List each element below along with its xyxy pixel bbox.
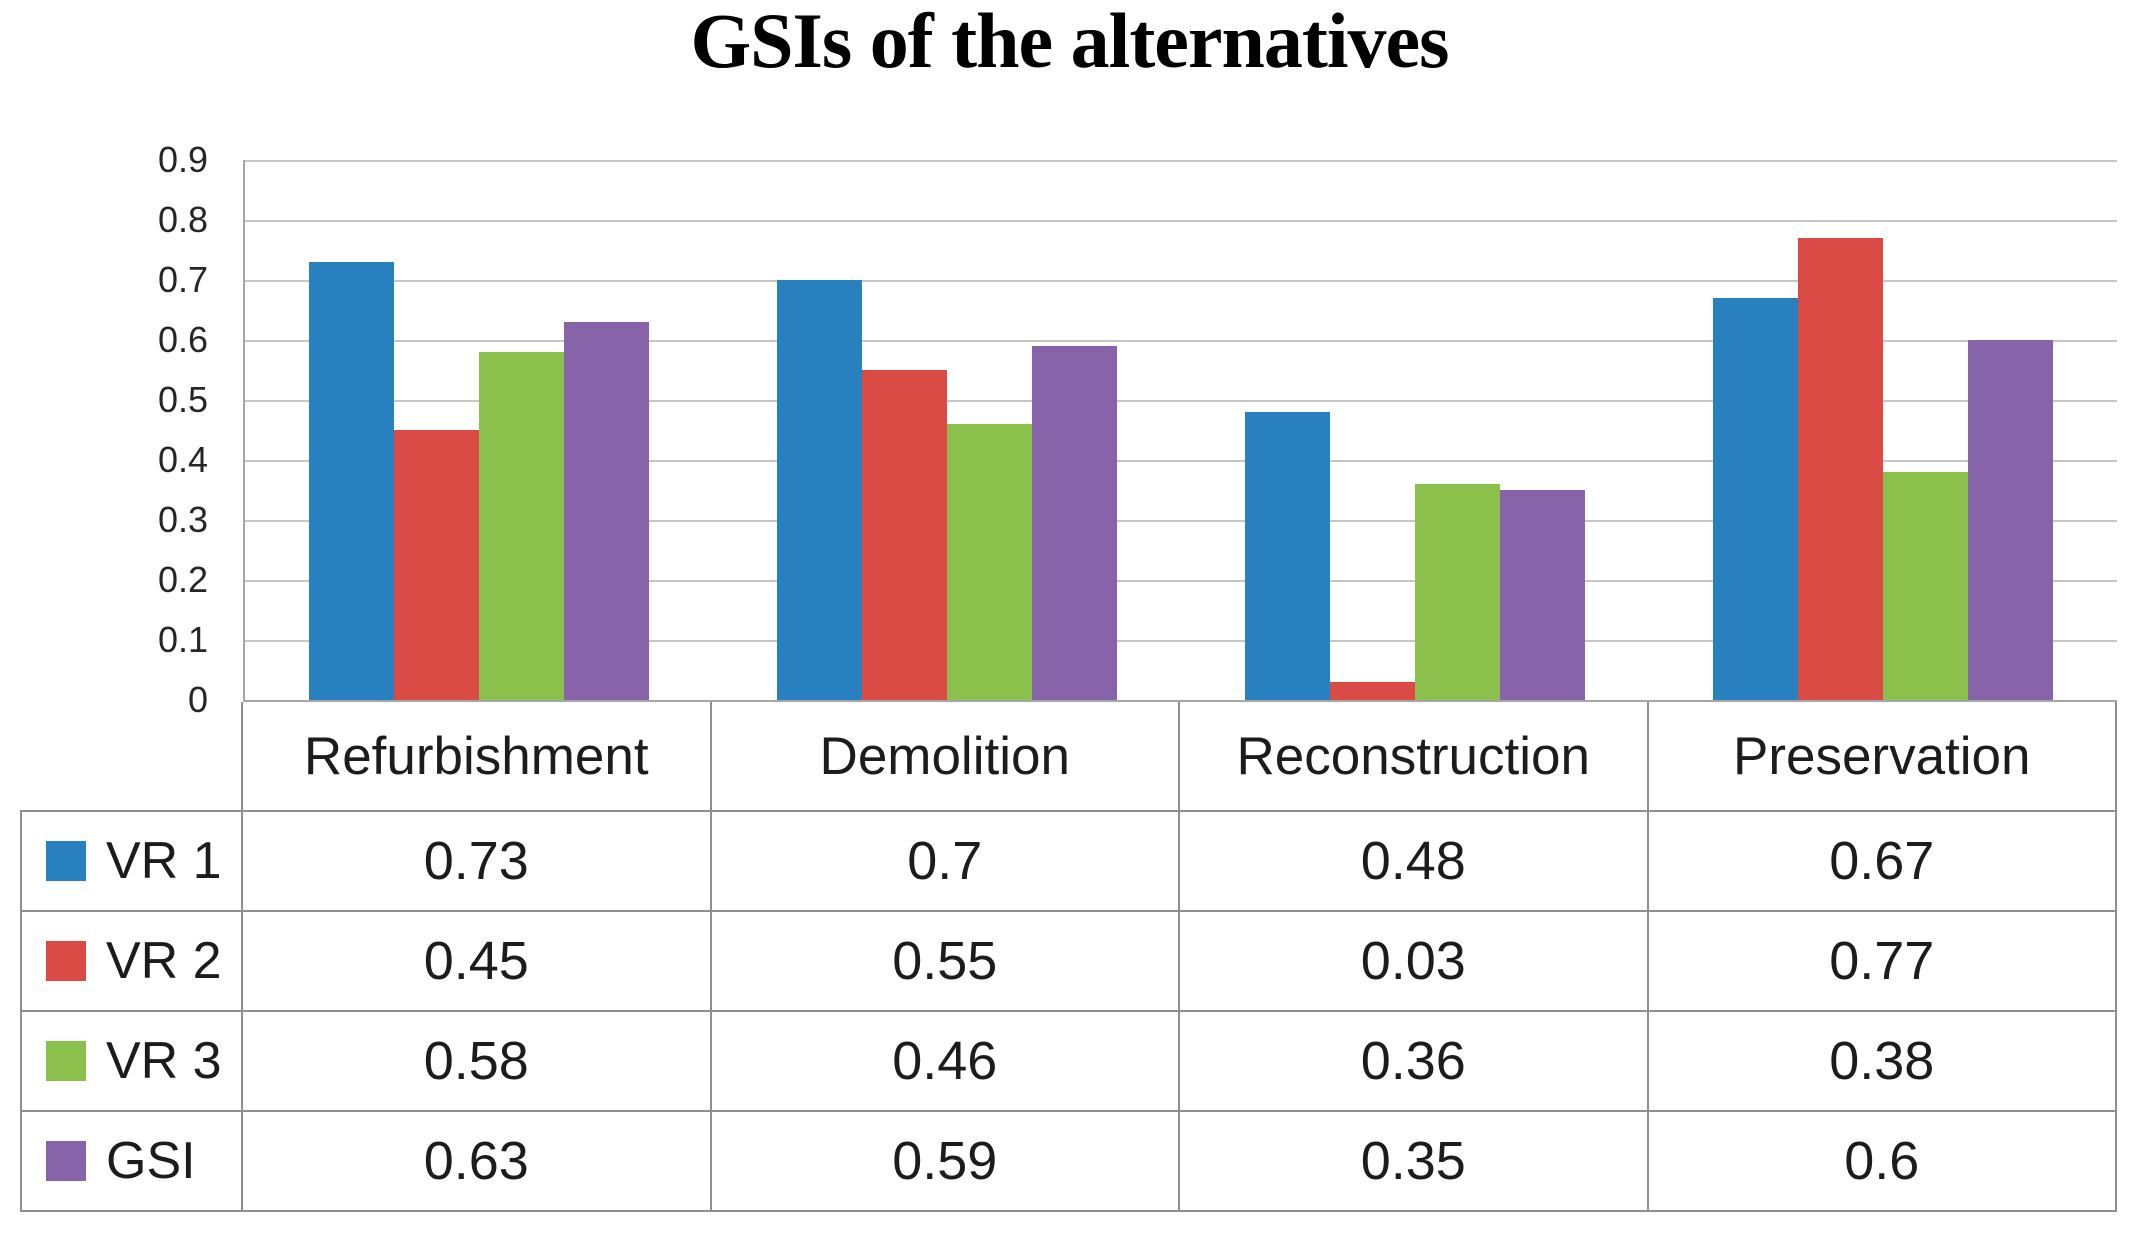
y-tick-label: 0.4	[157, 439, 208, 480]
bar-vr-3-demolition	[947, 424, 1032, 700]
value-cell-vr-1-refurbishment: 0.73	[243, 812, 712, 912]
bar-gsi-reconstruction	[1500, 490, 1585, 700]
value-cell-vr-1-reconstruction: 0.48	[1180, 812, 1649, 912]
series-name: VR 2	[106, 932, 222, 990]
value-cell-vr-2-preservation: 0.77	[1648, 912, 2117, 1012]
y-tick-label: 0.5	[157, 379, 208, 420]
series-label-gsi: GSI	[20, 1112, 243, 1212]
bar-vr-1-demolition	[777, 280, 862, 700]
value-cell-vr-2-reconstruction: 0.03	[1180, 912, 1649, 1012]
bar-gsi-demolition	[1032, 346, 1117, 700]
gridline	[245, 520, 2117, 523]
gridline	[245, 580, 2117, 583]
series-label-vr-1: VR 1	[20, 812, 243, 912]
data-table: Refurbishment Demolition Reconstruction Pre…	[20, 702, 2117, 1212]
gridline	[245, 400, 2117, 402]
value-cell-gsi-refurbishment: 0.63	[243, 1112, 712, 1212]
value-cell-vr-1-preservation: 0.67	[1648, 812, 2117, 912]
gridline	[245, 220, 2117, 223]
series-label-vr-3: VR 3	[20, 1012, 243, 1112]
bar-vr-2-preservation	[1798, 238, 1883, 700]
y-tick-label: 0	[187, 679, 208, 720]
gridline	[245, 280, 2117, 282]
gridline	[245, 460, 2117, 463]
value-cell-vr-3-reconstruction: 0.36	[1180, 1012, 1649, 1112]
category-header-refurbishment: Refurbishment	[243, 702, 712, 812]
chart-title: GSIs of the alternatives	[690, 0, 1449, 84]
series-name: VR 3	[106, 1032, 222, 1090]
bar-group-reconstruction	[1181, 160, 1649, 700]
bar-group-demolition	[713, 160, 1181, 700]
y-tick-label: 0.9	[157, 139, 208, 180]
bar-vr-3-reconstruction	[1415, 484, 1500, 700]
bar-vr-2-reconstruction	[1330, 682, 1415, 700]
gridline	[245, 160, 2117, 162]
y-tick-label: 0.3	[157, 499, 208, 540]
bar-vr-2-refurbishment	[394, 430, 479, 700]
bar-vr-1-refurbishment	[309, 262, 394, 700]
gridline	[245, 340, 2117, 343]
gridline	[245, 640, 2117, 643]
legend-swatch-vr-2	[46, 941, 86, 981]
bar-gsi-preservation	[1968, 340, 2053, 700]
table-corner-cell	[20, 702, 243, 812]
value-cell-gsi-preservation: 0.6	[1648, 1112, 2117, 1212]
y-tick-label: 0.2	[157, 559, 208, 600]
value-cell-vr-1-demolition: 0.7	[711, 812, 1180, 912]
value-cell-gsi-demolition: 0.59	[711, 1112, 1180, 1212]
bar-vr-2-demolition	[862, 370, 947, 700]
value-cell-vr-3-refurbishment: 0.58	[243, 1012, 712, 1112]
y-tick-label: 0.6	[157, 319, 208, 360]
y-tick-label: 0.1	[157, 619, 208, 660]
legend-swatch-vr-1	[46, 841, 86, 881]
bar-group-preservation	[1649, 160, 2117, 700]
value-cell-gsi-reconstruction: 0.35	[1180, 1112, 1649, 1212]
plot-area	[243, 160, 2117, 702]
bar-vr-3-refurbishment	[479, 352, 564, 700]
bar-group-refurbishment	[245, 160, 713, 700]
y-tick-label: 0.7	[157, 259, 208, 300]
series-name: GSI	[106, 1132, 196, 1190]
value-cell-vr-3-preservation: 0.38	[1648, 1012, 2117, 1112]
value-cell-vr-2-refurbishment: 0.45	[243, 912, 712, 1012]
bar-vr-1-preservation	[1713, 298, 1798, 700]
bar-vr-3-preservation	[1883, 472, 1968, 700]
series-name: VR 1	[106, 832, 222, 890]
bar-gsi-refurbishment	[564, 322, 649, 700]
y-axis: 0 0.1 0.2 0.3 0.4 0.5 0.6 0.7 0.8 0.9	[0, 142, 226, 718]
category-header-reconstruction: Reconstruction	[1180, 702, 1649, 812]
category-header-demolition: Demolition	[711, 702, 1180, 812]
series-label-vr-2: VR 2	[20, 912, 243, 1012]
category-header-preservation: Preservation	[1648, 702, 2117, 812]
legend-swatch-vr-3	[46, 1041, 86, 1081]
y-tick-label: 0.8	[157, 199, 208, 240]
legend-swatch-gsi	[46, 1141, 86, 1181]
value-cell-vr-2-demolition: 0.55	[711, 912, 1180, 1012]
bar-vr-1-reconstruction	[1245, 412, 1330, 700]
value-cell-vr-3-demolition: 0.46	[711, 1012, 1180, 1112]
